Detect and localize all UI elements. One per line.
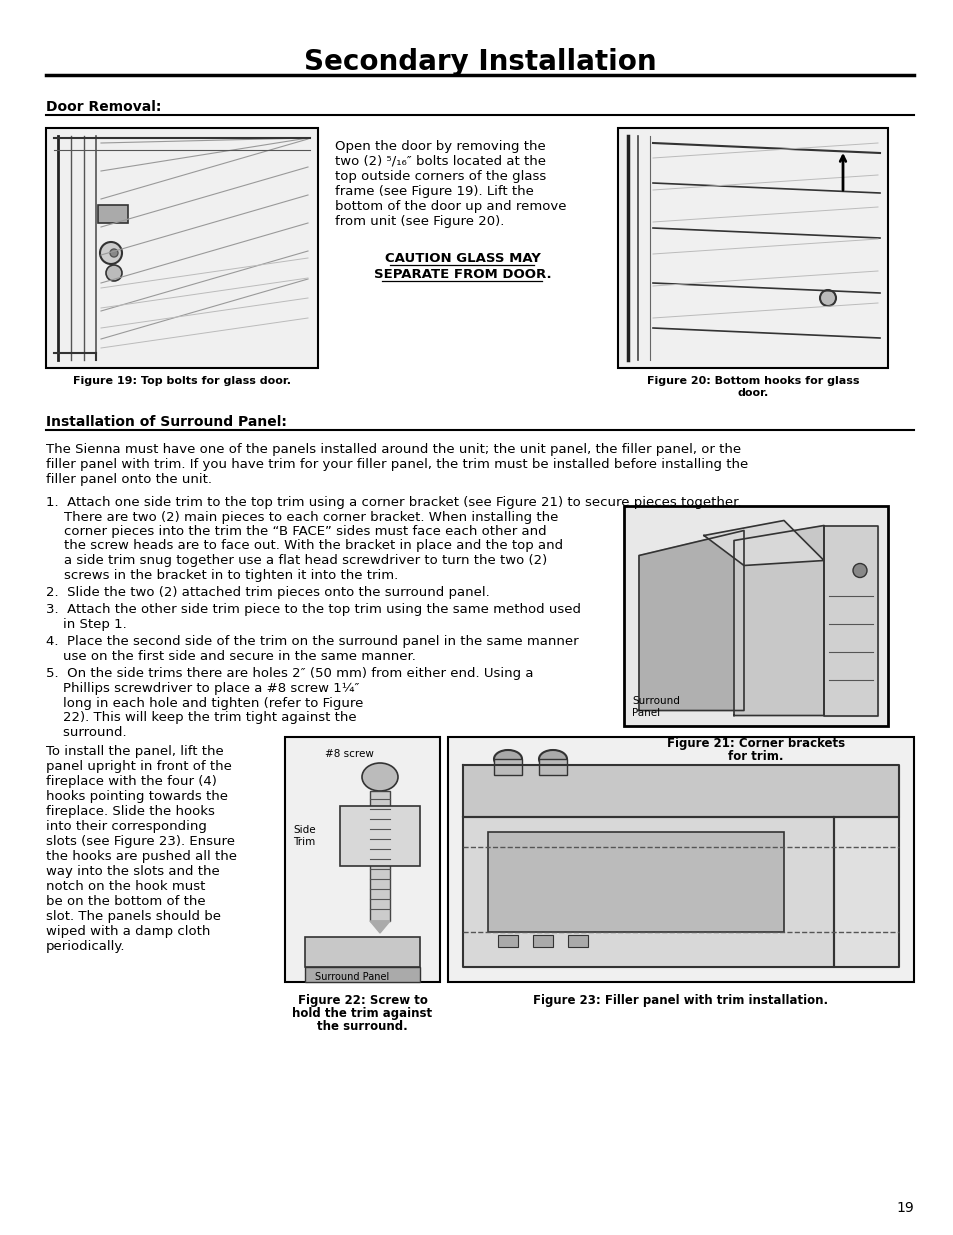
Text: use on the first side and secure in the same manner.: use on the first side and secure in the … xyxy=(46,650,416,663)
Text: Figure 23: Filler panel with trim installation.: Figure 23: Filler panel with trim instal… xyxy=(533,994,828,1007)
Text: 1.  Attach one side trim to the top trim using a corner bracket (see Figure 21) : 1. Attach one side trim to the top trim … xyxy=(46,496,740,509)
Text: way into the slots and the: way into the slots and the xyxy=(46,864,219,878)
Text: Open the door by removing the: Open the door by removing the xyxy=(335,140,545,153)
Polygon shape xyxy=(703,520,823,566)
Bar xyxy=(488,832,783,932)
Bar xyxy=(98,205,128,224)
Text: Surround
Panel: Surround Panel xyxy=(631,695,679,718)
Bar xyxy=(567,935,587,947)
Text: frame (see Figure 19). Lift the: frame (see Figure 19). Lift the xyxy=(335,185,534,198)
Text: 2.  Slide the two (2) attached trim pieces onto the surround panel.: 2. Slide the two (2) attached trim piece… xyxy=(46,585,489,599)
Text: corner pieces into the trim the “B FACE” sides must face each other and: corner pieces into the trim the “B FACE”… xyxy=(64,525,546,538)
Text: in Step 1.: in Step 1. xyxy=(46,618,127,631)
Text: slot. The panels should be: slot. The panels should be xyxy=(46,910,221,923)
Text: slots (see Figure 23). Ensure: slots (see Figure 23). Ensure xyxy=(46,835,234,848)
Ellipse shape xyxy=(538,750,566,768)
Text: into their corresponding: into their corresponding xyxy=(46,820,207,832)
Text: Side
Trim: Side Trim xyxy=(293,825,315,847)
Text: bottom of the door up and remove: bottom of the door up and remove xyxy=(335,200,566,212)
Ellipse shape xyxy=(361,763,397,790)
Text: Figure 19: Top bolts for glass door.: Figure 19: Top bolts for glass door. xyxy=(73,375,291,387)
Text: top outside corners of the glass: top outside corners of the glass xyxy=(335,170,546,183)
Polygon shape xyxy=(462,764,898,818)
Text: Phillips screwdriver to place a #8 screw 1¼″: Phillips screwdriver to place a #8 screw… xyxy=(46,682,359,695)
Text: the screw heads are to face out. With the bracket in place and the top and: the screw heads are to face out. With th… xyxy=(64,540,562,552)
Text: Surround Panel: Surround Panel xyxy=(314,972,389,982)
Bar xyxy=(538,760,566,776)
Text: door.: door. xyxy=(737,388,768,398)
Text: filler panel onto the unit.: filler panel onto the unit. xyxy=(46,473,212,487)
Text: long in each hole and tighten (refer to Figure: long in each hole and tighten (refer to … xyxy=(46,697,363,709)
Text: be on the bottom of the: be on the bottom of the xyxy=(46,895,206,908)
Bar xyxy=(305,937,419,967)
Bar xyxy=(497,935,517,947)
Bar xyxy=(46,128,317,368)
Text: #8 screw: #8 screw xyxy=(325,748,374,760)
Circle shape xyxy=(110,249,118,257)
Polygon shape xyxy=(462,818,833,967)
Text: filler panel with trim. If you have trim for your filler panel, the trim must be: filler panel with trim. If you have trim… xyxy=(46,458,747,471)
Bar xyxy=(339,806,419,866)
Polygon shape xyxy=(733,526,823,715)
Bar xyxy=(494,760,521,776)
Text: 5.  On the side trims there are holes 2″ (50 mm) from either end. Using a: 5. On the side trims there are holes 2″ … xyxy=(46,667,533,680)
Text: 3.  Attach the other side trim piece to the top trim using the same method used: 3. Attach the other side trim piece to t… xyxy=(46,604,580,616)
Text: from unit (see Figure 20).: from unit (see Figure 20). xyxy=(335,215,504,228)
Circle shape xyxy=(852,563,866,578)
Polygon shape xyxy=(823,526,877,715)
Text: screws in the bracket in to tighten it into the trim.: screws in the bracket in to tighten it i… xyxy=(64,568,397,582)
Text: Installation of Surround Panel:: Installation of Surround Panel: xyxy=(46,415,287,429)
Bar xyxy=(623,505,887,725)
Text: surround.: surround. xyxy=(46,725,127,739)
Text: fireplace with the four (4): fireplace with the four (4) xyxy=(46,776,216,788)
Text: notch on the hook must: notch on the hook must xyxy=(46,881,205,893)
Bar xyxy=(618,128,887,368)
Text: CAUTION GLASS MAY: CAUTION GLASS MAY xyxy=(384,252,539,266)
Text: Figure 22: Screw to: Figure 22: Screw to xyxy=(297,994,427,1007)
Text: The Sienna must have one of the panels installed around the unit; the unit panel: The Sienna must have one of the panels i… xyxy=(46,443,740,456)
Bar xyxy=(370,790,390,921)
Text: periodically.: periodically. xyxy=(46,940,126,953)
Text: for trim.: for trim. xyxy=(727,750,783,762)
Text: 4.  Place the second side of the trim on the surround panel in the same manner: 4. Place the second side of the trim on … xyxy=(46,636,578,648)
Polygon shape xyxy=(639,531,743,710)
Text: To install the panel, lift the: To install the panel, lift the xyxy=(46,745,224,758)
Circle shape xyxy=(820,290,835,306)
Bar xyxy=(285,737,439,982)
Text: a side trim snug together use a flat head screwdriver to turn the two (2): a side trim snug together use a flat hea… xyxy=(64,555,547,567)
Text: 22). This will keep the trim tight against the: 22). This will keep the trim tight again… xyxy=(46,711,356,724)
Text: wiped with a damp cloth: wiped with a damp cloth xyxy=(46,925,211,939)
Text: panel upright in front of the: panel upright in front of the xyxy=(46,760,232,773)
Text: the surround.: the surround. xyxy=(316,1020,408,1032)
Circle shape xyxy=(106,266,122,282)
Text: fireplace. Slide the hooks: fireplace. Slide the hooks xyxy=(46,805,214,818)
Text: Secondary Installation: Secondary Installation xyxy=(303,48,656,77)
Text: hooks pointing towards the: hooks pointing towards the xyxy=(46,790,228,803)
Text: Door Removal:: Door Removal: xyxy=(46,100,161,114)
Bar xyxy=(533,935,553,947)
Text: the hooks are pushed all the: the hooks are pushed all the xyxy=(46,850,236,863)
Bar xyxy=(448,737,913,982)
Bar xyxy=(305,967,419,982)
Text: Figure 20: Bottom hooks for glass: Figure 20: Bottom hooks for glass xyxy=(646,375,859,387)
Text: SEPARATE FROM DOOR.: SEPARATE FROM DOOR. xyxy=(374,268,551,282)
Text: 19: 19 xyxy=(895,1200,913,1215)
Text: Figure 21: Corner brackets: Figure 21: Corner brackets xyxy=(666,737,844,751)
Text: There are two (2) main pieces to each corner bracket. When installing the: There are two (2) main pieces to each co… xyxy=(64,510,558,524)
Text: hold the trim against: hold the trim against xyxy=(293,1007,432,1020)
Circle shape xyxy=(100,242,122,264)
Polygon shape xyxy=(370,921,390,932)
Polygon shape xyxy=(833,818,898,967)
Ellipse shape xyxy=(494,750,521,768)
Text: two (2) ⁵/₁₆″ bolts located at the: two (2) ⁵/₁₆″ bolts located at the xyxy=(335,156,545,168)
